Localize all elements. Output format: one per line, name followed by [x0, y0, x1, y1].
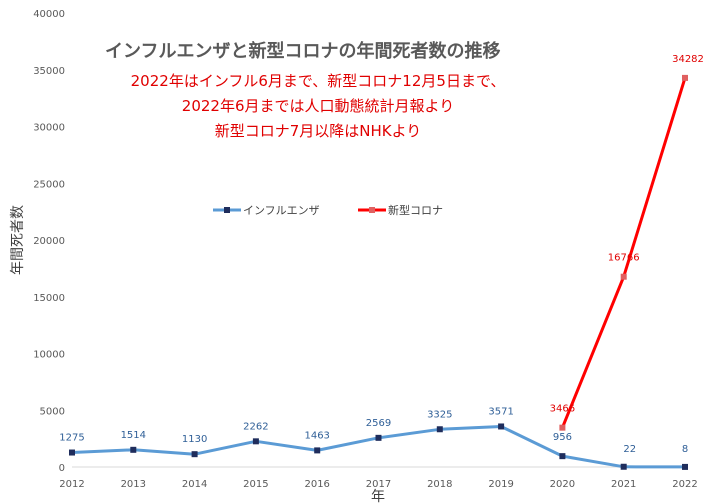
- covid-data-label: 16766: [608, 253, 640, 264]
- influenza-data-label: 1275: [59, 433, 84, 444]
- legend-influenza-label: インフルエンザ: [243, 204, 320, 217]
- influenza-data-label: 3571: [488, 406, 513, 417]
- covid-point: [559, 424, 566, 431]
- chart-title: インフルエンザと新型コロナの年間死者数の推移: [105, 40, 500, 62]
- covid-data-label: 34282: [672, 54, 704, 65]
- influenza-point: [436, 426, 443, 433]
- subtitle-line-1: 2022年はインフル6月まで、新型コロナ12月5日まで、: [131, 72, 506, 90]
- x-axis-ticks: 2012 2013 2014 2015 2016 2017 2018 2019 2020 2021…: [59, 479, 697, 490]
- y-tick-label: 30000: [33, 123, 65, 134]
- influenza-series-line: [71, 425, 686, 469]
- y-tick-label: 20000: [33, 236, 65, 247]
- x-tick-label: 2018: [427, 479, 452, 490]
- x-tick-label: 2014: [182, 479, 207, 490]
- influenza-data-label: 1130: [182, 434, 207, 445]
- influenza-point: [682, 463, 688, 470]
- subtitle-line-2: 2022年6月までは人口動態統計月報より: [182, 97, 454, 115]
- influenza-data-label: 22: [623, 444, 636, 455]
- influenza-data-label: 3325: [427, 409, 452, 420]
- influenza-data-label: 2262: [243, 421, 268, 432]
- y-axis-title: 年間死者数: [10, 205, 26, 275]
- x-tick-label: 2012: [59, 479, 84, 490]
- influenza-data-label: 1514: [121, 430, 146, 441]
- influenza-data-label: 8: [682, 444, 688, 455]
- series-group: [69, 74, 688, 470]
- x-tick-label: 2019: [488, 479, 513, 490]
- influenza-point: [498, 423, 505, 430]
- x-tick-label: 2017: [366, 479, 391, 490]
- influenza-point: [559, 453, 566, 460]
- influenza-point: [620, 463, 627, 470]
- influenza-data-label: 956: [553, 432, 572, 443]
- x-tick-label: 2016: [304, 479, 329, 490]
- influenza-data-label: 2569: [366, 418, 391, 429]
- legend-covid-label: 新型コロナ: [388, 203, 443, 217]
- y-tick-label: 10000: [33, 350, 65, 361]
- covid-data-label: 3466: [550, 404, 575, 415]
- legend-influenza-marker: [224, 207, 230, 213]
- y-tick-label: 35000: [33, 66, 65, 77]
- influenza-data-label: 1463: [304, 430, 329, 441]
- covid-point: [682, 74, 688, 81]
- legend: インフルエンザ 新型コロナ: [213, 203, 443, 217]
- y-axis-ticks: 0 5000 10000 15000 20000 25000 30000 35000 40000: [33, 9, 65, 474]
- influenza-point: [252, 438, 259, 445]
- legend-covid-marker: [369, 207, 375, 213]
- x-tick-label: 2022: [672, 479, 697, 490]
- influenza-point: [375, 434, 382, 441]
- y-tick-label: 0: [59, 463, 65, 474]
- x-tick-label: 2013: [121, 479, 146, 490]
- x-tick-label: 2021: [611, 479, 636, 490]
- x-tick-label: 2020: [550, 479, 575, 490]
- y-tick-label: 40000: [33, 9, 65, 20]
- influenza-point: [130, 446, 137, 453]
- y-tick-label: 5000: [40, 406, 65, 417]
- subtitle-line-3: 新型コロナ7月以降はNHKより: [215, 122, 422, 140]
- y-tick-label: 25000: [33, 179, 65, 190]
- influenza-point: [69, 449, 75, 456]
- influenza-point: [314, 447, 321, 454]
- x-axis-title: 年: [371, 489, 385, 503]
- data-labels-group: 1275 1514 1130 2262 1463 2569 3325 3571 956 22 8 34…: [59, 54, 704, 455]
- influenza-point: [191, 451, 198, 458]
- x-tick-label: 2015: [243, 479, 268, 490]
- covid-point: [620, 273, 627, 280]
- y-tick-label: 15000: [33, 293, 65, 304]
